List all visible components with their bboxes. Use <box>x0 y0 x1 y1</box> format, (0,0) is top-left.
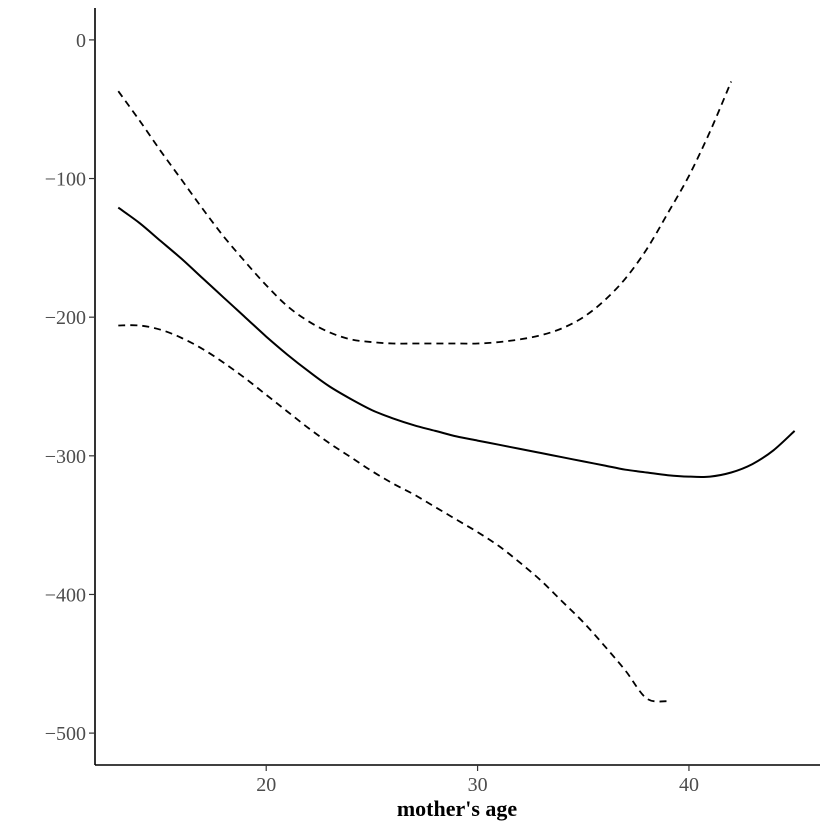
upper-band-line <box>117 81 733 345</box>
x-axis-title: mother's age <box>397 796 518 821</box>
y-tick-label: −400 <box>45 584 86 606</box>
lower-band-line <box>118 324 668 703</box>
y-ticks: 0 −100 −200 −300 −400 −500 <box>45 30 95 745</box>
y-tick-label: −200 <box>45 307 86 329</box>
y-tick-label: −100 <box>45 169 86 191</box>
estimate-line <box>117 206 796 478</box>
y-tick-label: −500 <box>45 723 86 745</box>
x-ticks: 20 30 40 <box>256 765 699 796</box>
y-tick-label: 0 <box>76 30 86 52</box>
x-tick-label: 30 <box>468 774 488 796</box>
y-tick-label: −300 <box>45 446 86 468</box>
plot-lines <box>117 81 796 703</box>
x-tick-label: 20 <box>256 774 276 796</box>
x-tick-label: 40 <box>679 774 699 796</box>
